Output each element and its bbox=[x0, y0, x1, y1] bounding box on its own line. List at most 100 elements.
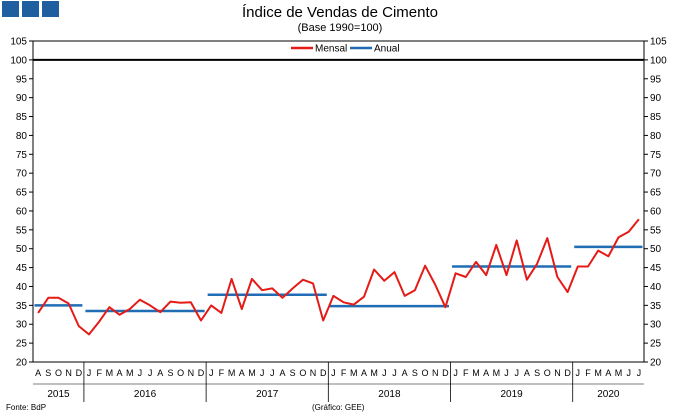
month-label: J bbox=[331, 368, 336, 378]
logo-square-2 bbox=[22, 1, 39, 17]
month-label: A bbox=[157, 368, 163, 378]
month-label: F bbox=[585, 368, 591, 378]
y-tick-label-right: 90 bbox=[650, 93, 662, 104]
y-tick-label-right: 70 bbox=[650, 169, 662, 180]
month-label: A bbox=[279, 368, 285, 378]
month-label: S bbox=[412, 368, 418, 378]
y-tick-label-right: 55 bbox=[650, 225, 662, 236]
month-label: J bbox=[392, 368, 397, 378]
month-label: M bbox=[615, 368, 623, 378]
month-label: M bbox=[248, 368, 256, 378]
logo bbox=[2, 1, 59, 17]
month-label: A bbox=[35, 368, 41, 378]
chart-subtitle: (Base 1990=100) bbox=[298, 22, 383, 34]
y-tick-label-right: 35 bbox=[650, 301, 662, 312]
y-tick-label-left: 100 bbox=[10, 55, 27, 66]
y-tick-label-left: 90 bbox=[16, 93, 28, 104]
month-label: S bbox=[534, 368, 540, 378]
source-note: Fonte: BdP bbox=[6, 403, 46, 412]
y-tick-label-right: 30 bbox=[650, 320, 662, 331]
month-label: J bbox=[138, 368, 143, 378]
month-label: N bbox=[554, 368, 561, 378]
plot-frame bbox=[32, 40, 645, 363]
month-label: F bbox=[341, 368, 347, 378]
month-label: N bbox=[188, 368, 195, 378]
month-label: M bbox=[493, 368, 501, 378]
month-label: O bbox=[55, 368, 62, 378]
y-tick-label-left: 60 bbox=[16, 206, 28, 217]
year-label: 2017 bbox=[256, 389, 279, 400]
month-label: N bbox=[65, 368, 72, 378]
month-label: F bbox=[463, 368, 469, 378]
legend-anual-label: Anual bbox=[374, 44, 400, 55]
y-tick-label-right: 25 bbox=[650, 339, 662, 350]
y-tick-label-left: 40 bbox=[16, 282, 28, 293]
logo-square-3 bbox=[42, 1, 59, 17]
month-label: J bbox=[148, 368, 153, 378]
y-tick-label-left: 55 bbox=[16, 225, 28, 236]
y-tick-label-left: 50 bbox=[16, 244, 28, 255]
month-label: D bbox=[198, 368, 205, 378]
month-label: S bbox=[45, 368, 51, 378]
y-tick-label-left: 45 bbox=[16, 263, 28, 274]
y-tick-label-left: 30 bbox=[16, 320, 28, 331]
month-label: J bbox=[626, 368, 631, 378]
y-tick-label-right: 100 bbox=[650, 55, 667, 66]
month-label: A bbox=[117, 368, 123, 378]
month-label: J bbox=[576, 368, 581, 378]
credit-note: (Gráfico: GEE) bbox=[312, 403, 365, 412]
month-label: M bbox=[106, 368, 114, 378]
y-tick-label-left: 95 bbox=[16, 74, 28, 85]
year-label: 2015 bbox=[47, 389, 70, 400]
y-tick-label-left: 70 bbox=[16, 169, 28, 180]
month-label: A bbox=[402, 368, 408, 378]
y-tick-label-left: 20 bbox=[16, 358, 28, 369]
y-tick-label-right: 95 bbox=[650, 74, 662, 85]
month-label: J bbox=[87, 368, 92, 378]
month-label: J bbox=[453, 368, 458, 378]
year-label: 2018 bbox=[378, 389, 401, 400]
chart-title: Índice de Vendas de Cimento bbox=[242, 4, 438, 21]
y-tick-label-left: 25 bbox=[16, 339, 28, 350]
month-label: N bbox=[310, 368, 317, 378]
month-label: A bbox=[524, 368, 530, 378]
month-label: D bbox=[320, 368, 327, 378]
y-tick-label-right: 80 bbox=[650, 131, 662, 142]
logo-square-1 bbox=[2, 1, 19, 17]
y-tick-label-right: 40 bbox=[650, 282, 662, 293]
y-tick-label-right: 75 bbox=[650, 150, 662, 161]
month-label: J bbox=[260, 368, 265, 378]
month-label: S bbox=[290, 368, 296, 378]
month-label: N bbox=[432, 368, 439, 378]
month-label: M bbox=[126, 368, 134, 378]
y-tick-label-right: 105 bbox=[650, 37, 667, 48]
month-label: F bbox=[96, 368, 102, 378]
month-label: M bbox=[594, 368, 602, 378]
month-label: A bbox=[605, 368, 611, 378]
y-tick-label-left: 75 bbox=[16, 150, 28, 161]
y-axes: 20 20 25 25 30 30 35 35 40 40 45 45 50 50 55 55 60 60 65 65… bbox=[10, 37, 667, 369]
y-tick-label-right: 65 bbox=[650, 188, 662, 199]
y-tick-label-right: 45 bbox=[650, 263, 662, 274]
y-tick-label-right: 60 bbox=[650, 206, 662, 217]
month-label: O bbox=[422, 368, 429, 378]
y-tick-label-right: 50 bbox=[650, 244, 662, 255]
legend: Mensal Anual bbox=[291, 44, 400, 55]
y-tick-label-left: 85 bbox=[16, 112, 28, 123]
month-label: M bbox=[370, 368, 378, 378]
month-label: J bbox=[514, 368, 519, 378]
year-label: 2016 bbox=[134, 389, 157, 400]
month-label: J bbox=[270, 368, 275, 378]
series-mensal-line bbox=[37, 218, 640, 336]
month-label: S bbox=[167, 368, 173, 378]
y-tick-label-left: 105 bbox=[10, 37, 27, 48]
month-label: J bbox=[209, 368, 214, 378]
month-label: A bbox=[361, 368, 367, 378]
month-label: O bbox=[299, 368, 306, 378]
y-tick-label-left: 65 bbox=[16, 188, 28, 199]
month-label: O bbox=[177, 368, 184, 378]
month-label: J bbox=[504, 368, 509, 378]
month-label: M bbox=[350, 368, 358, 378]
month-label: D bbox=[564, 368, 571, 378]
